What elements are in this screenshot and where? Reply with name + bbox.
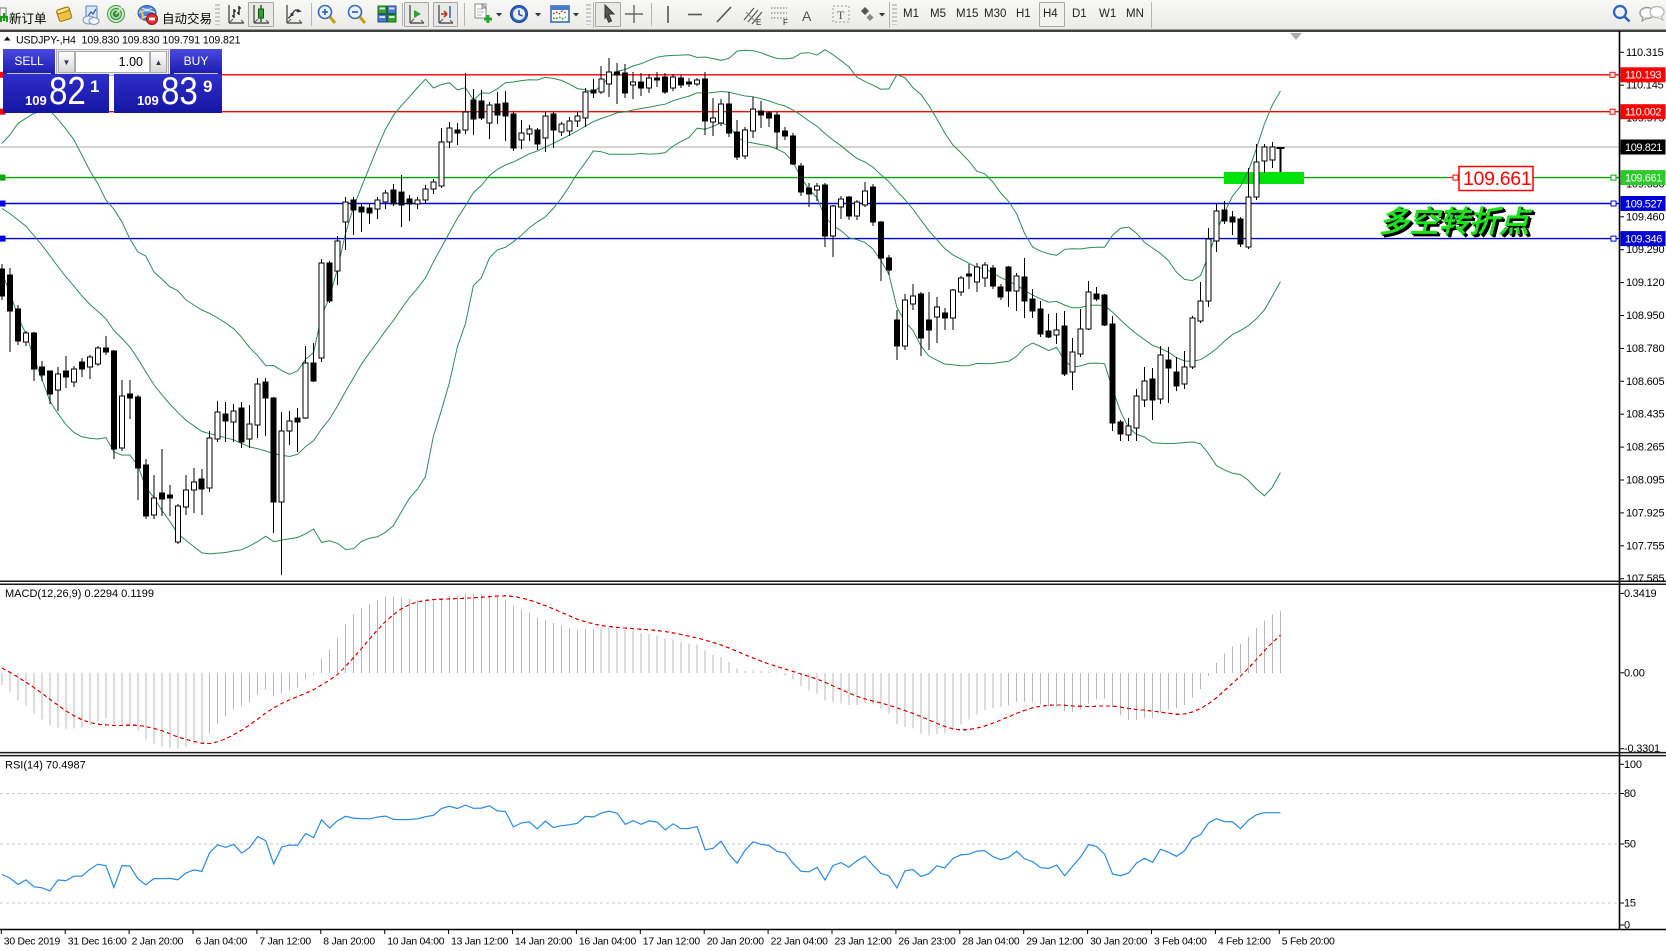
- svg-text:4 Feb 12:00: 4 Feb 12:00: [1218, 937, 1271, 948]
- svg-text:20 Jan 20:00: 20 Jan 20:00: [707, 937, 765, 948]
- svg-text:10 Jan 04:00: 10 Jan 04:00: [387, 937, 445, 948]
- svg-text:110.002: 110.002: [1625, 107, 1661, 119]
- svg-text:50: 50: [1624, 839, 1636, 851]
- svg-text:109.120: 109.120: [1626, 277, 1664, 289]
- svg-text:23 Jan 12:00: 23 Jan 12:00: [835, 937, 893, 948]
- svg-text:30 Dec 2019: 30 Dec 2019: [4, 937, 61, 948]
- svg-text:RSI(14) 70.4987: RSI(14) 70.4987: [5, 760, 86, 772]
- svg-text:109.661: 109.661: [1463, 168, 1531, 190]
- svg-text:108.095: 108.095: [1626, 475, 1664, 487]
- svg-text:109.661: 109.661: [1625, 172, 1662, 184]
- svg-text:109.527: 109.527: [1625, 198, 1662, 210]
- svg-text:-0.3301: -0.3301: [1624, 743, 1660, 755]
- svg-text:16 Jan 04:00: 16 Jan 04:00: [579, 937, 637, 948]
- svg-text:29 Jan 12:00: 29 Jan 12:00: [1026, 937, 1084, 948]
- svg-text:107.755: 107.755: [1626, 540, 1664, 552]
- svg-text:E: E: [756, 18, 761, 27]
- svg-text:MACD(12,26,9) 0.2294 0.1199: MACD(12,26,9) 0.2294 0.1199: [5, 588, 154, 600]
- svg-text:108.435: 108.435: [1626, 409, 1664, 421]
- svg-text:22 Jan 04:00: 22 Jan 04:00: [771, 937, 829, 948]
- svg-text:109.821: 109.821: [1625, 142, 1662, 154]
- svg-text:USDJPY-,H4 109.830 109.830 10: USDJPY-,H4 109.830 109.830 109.791 109.8…: [16, 35, 241, 47]
- svg-text:8 Jan 20:00: 8 Jan 20:00: [323, 937, 375, 948]
- svg-text:0.00: 0.00: [1624, 667, 1645, 679]
- svg-text:26 Jan 23:00: 26 Jan 23:00: [898, 937, 956, 948]
- svg-text:109.460: 109.460: [1626, 211, 1664, 223]
- svg-text:109.346: 109.346: [1625, 233, 1662, 245]
- svg-text:13 Jan 12:00: 13 Jan 12:00: [451, 937, 509, 948]
- svg-text:0.3419: 0.3419: [1624, 588, 1657, 600]
- svg-text:6 Jan 04:00: 6 Jan 04:00: [196, 937, 248, 948]
- svg-text:108.605: 108.605: [1626, 376, 1664, 388]
- svg-text:15: 15: [1624, 898, 1636, 910]
- svg-text:多空转折点: 多空转折点: [1379, 206, 1533, 239]
- svg-text:F: F: [783, 18, 788, 27]
- svg-text:109.290: 109.290: [1626, 244, 1664, 256]
- svg-text:31 Dec 16:00: 31 Dec 16:00: [68, 937, 127, 948]
- svg-text:2 Jan 20:00: 2 Jan 20:00: [132, 937, 184, 948]
- svg-text:17 Jan 12:00: 17 Jan 12:00: [643, 937, 701, 948]
- svg-text:108.950: 108.950: [1626, 310, 1664, 322]
- svg-text:80: 80: [1624, 788, 1636, 800]
- svg-text:0: 0: [1624, 920, 1630, 932]
- svg-text:107.585: 107.585: [1626, 573, 1664, 585]
- svg-text:110.193: 110.193: [1625, 70, 1661, 82]
- svg-text:108.780: 108.780: [1626, 343, 1664, 355]
- svg-text:107.925: 107.925: [1626, 507, 1664, 519]
- svg-text:28 Jan 04:00: 28 Jan 04:00: [962, 937, 1020, 948]
- svg-text:T: T: [837, 8, 845, 22]
- svg-text:7 Jan 12:00: 7 Jan 12:00: [259, 937, 311, 948]
- svg-text:5 Feb 20:00: 5 Feb 20:00: [1282, 937, 1335, 948]
- svg-text:110.145: 110.145: [1626, 80, 1664, 92]
- svg-text:3 Feb 04:00: 3 Feb 04:00: [1154, 937, 1207, 948]
- svg-text:100: 100: [1624, 759, 1642, 771]
- svg-text:110.315: 110.315: [1626, 47, 1664, 59]
- svg-text:多空转折点: 多空转折点: [1382, 209, 1536, 242]
- svg-text:14 Jan 20:00: 14 Jan 20:00: [515, 937, 573, 948]
- svg-text:多空转折点: 多空转折点: [1381, 207, 1535, 240]
- svg-text:108.265: 108.265: [1626, 442, 1664, 454]
- svg-text:30 Jan 20:00: 30 Jan 20:00: [1090, 937, 1148, 948]
